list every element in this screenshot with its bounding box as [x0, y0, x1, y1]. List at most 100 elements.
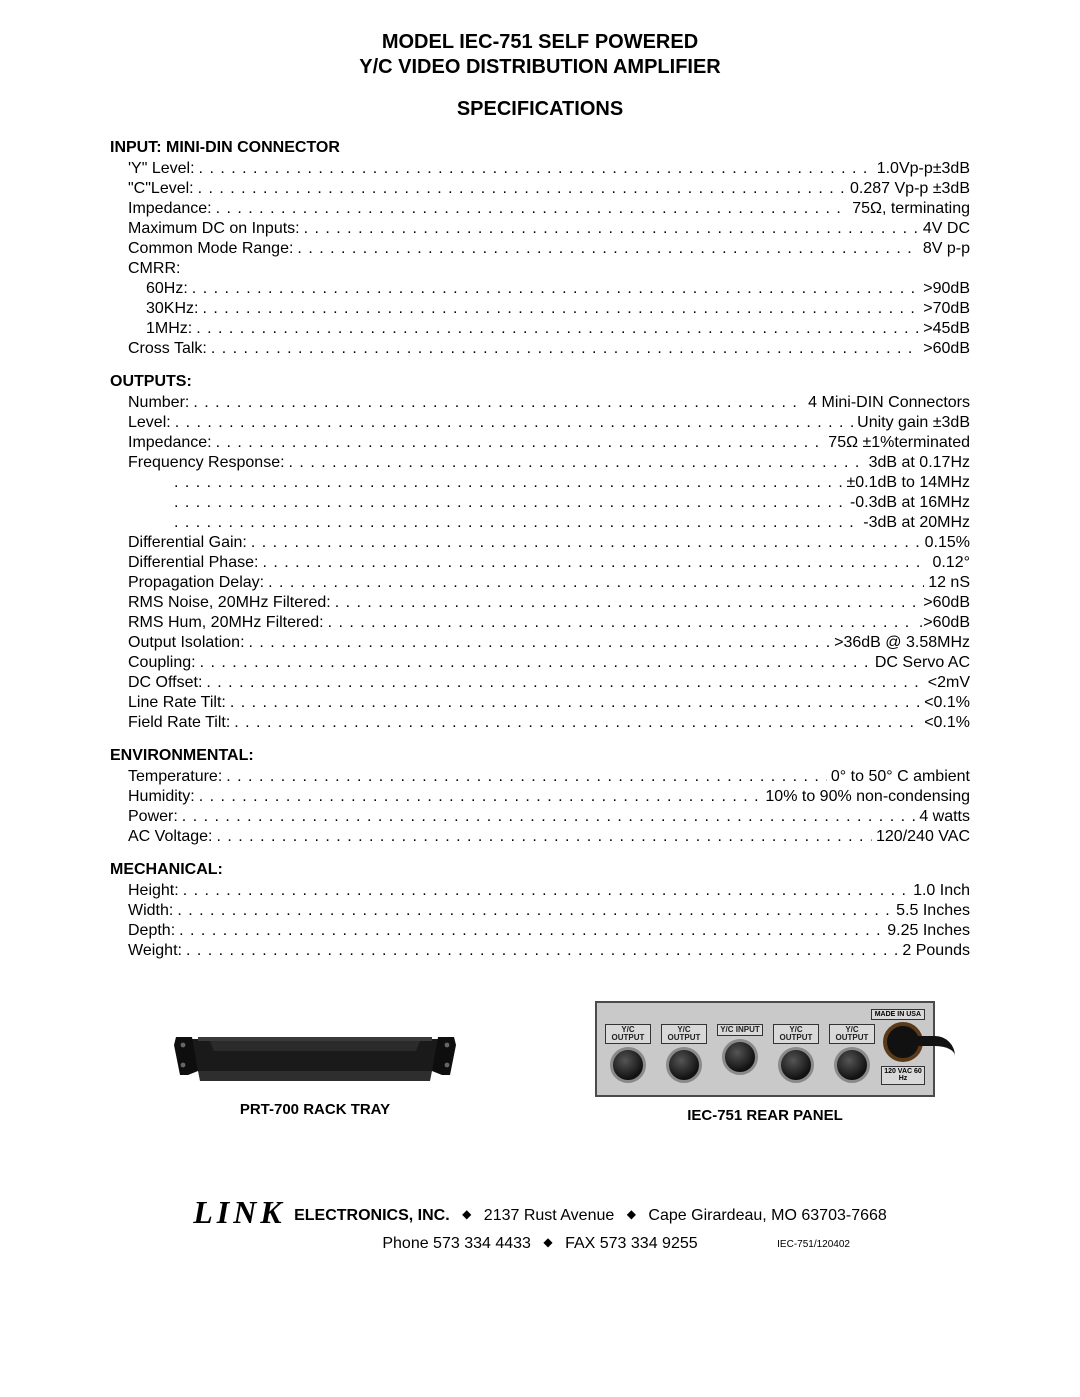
leader-dots	[174, 493, 846, 513]
spec-label: "C"Level:	[128, 179, 194, 199]
leader-dots	[179, 921, 883, 941]
spec-label: RMS Noise, 20MHz Filtered:	[128, 593, 331, 613]
spec-row: Humidity: 10% to 90% non-condensing	[110, 787, 970, 807]
spec-value: -3dB at 20MHz	[863, 513, 970, 533]
leader-dots	[206, 673, 923, 693]
leader-dots	[217, 827, 873, 847]
leader-dots	[200, 653, 871, 673]
leader-dots	[335, 593, 920, 613]
spec-label: RMS Hum, 20MHz Filtered:	[128, 613, 324, 633]
leader-dots	[196, 319, 919, 339]
spec-value: >60dB	[923, 339, 970, 359]
leader-dots	[198, 179, 846, 199]
spec-label: Temperature:	[128, 767, 222, 787]
footer-fax: FAX 573 334 9255	[565, 1235, 698, 1252]
footer-phone: Phone 573 334 4433	[382, 1235, 531, 1252]
spec-label: DC Offset:	[128, 673, 202, 693]
spec-value: DC Servo AC	[875, 653, 970, 673]
spec-row: AC Voltage:120/240 VAC	[110, 827, 970, 847]
leader-dots	[297, 239, 918, 259]
spec-row: Propagation Delay:12 nS	[110, 573, 970, 593]
leader-dots	[216, 199, 849, 219]
footer-docnum: IEC-751/120402	[777, 1239, 850, 1250]
spec-label: Common Mode Range:	[128, 239, 293, 259]
leader-dots	[262, 553, 928, 573]
leader-dots	[226, 767, 827, 787]
spec-value: 8V p-p	[923, 239, 970, 259]
spec-row: RMS Noise, 20MHz Filtered:>60dB	[110, 593, 970, 613]
spec-value: >45dB	[923, 319, 970, 339]
spec-row: Maximum DC on Inputs:4V DC	[110, 219, 970, 239]
spec-label: Humidity:	[128, 787, 195, 807]
rear-panel-port: Y/C OUTPUT	[605, 1024, 651, 1083]
port-label: Y/C OUTPUT	[661, 1024, 707, 1044]
footer-address2: Cape Girardeau, MO 63703-7668	[648, 1207, 886, 1224]
spec-label: Cross Talk:	[128, 339, 207, 359]
spec-row: Differential Phase:0.12°	[110, 553, 970, 573]
mini-din-jack-icon	[834, 1047, 870, 1083]
leader-dots	[174, 473, 842, 493]
leader-dots	[177, 901, 892, 921]
port-label: Y/C INPUT	[717, 1024, 763, 1036]
mini-din-jack-icon	[666, 1047, 702, 1083]
leader-dots	[268, 573, 924, 593]
leader-dots	[186, 941, 898, 961]
spec-row: 'Y" Level:1.0Vp-p±3dB	[110, 159, 970, 179]
leader-dots	[199, 787, 762, 807]
leader-dots	[199, 159, 873, 179]
leader-dots	[234, 713, 920, 733]
section-heading: MECHANICAL:	[110, 861, 970, 879]
spec-label: 60Hz:	[146, 279, 188, 299]
leader-dots	[328, 613, 915, 633]
spec-value: >36dB @ 3.58MHz	[834, 633, 970, 653]
spec-value: .>60dB	[919, 613, 970, 633]
spec-row: Power:4 watts	[110, 807, 970, 827]
spec-value: 1.0Vp-p±3dB	[877, 159, 970, 179]
spec-row: Output Isolation:>36dB @ 3.58MHz	[110, 633, 970, 653]
port-label: Y/C OUTPUT	[773, 1024, 819, 1044]
leader-dots	[251, 533, 921, 553]
made-in-usa-label: MADE IN USA	[871, 1009, 925, 1020]
rack-tray-image	[170, 1011, 460, 1091]
spec-row: 30KHz:>70dB	[110, 299, 970, 319]
leader-dots	[230, 693, 920, 713]
spec-row: 1MHz:>45dB	[110, 319, 970, 339]
spec-value: ±0.1dB to 14MHz	[846, 473, 970, 493]
leader-dots	[183, 881, 909, 901]
port-label: Y/C OUTPUT	[605, 1024, 651, 1044]
spec-label: Field Rate Tilt:	[128, 713, 230, 733]
spec-label: Frequency Response:	[128, 453, 285, 473]
footer-address1: 2137 Rust Avenue	[484, 1207, 614, 1224]
leader-dots	[193, 393, 804, 413]
spec-value: 75Ω ±1%terminated	[828, 433, 970, 453]
spec-row: Width:5.5 Inches	[110, 901, 970, 921]
spec-value: 10% to 90% non-condensing	[765, 787, 970, 807]
mini-din-jack-icon	[778, 1047, 814, 1083]
rear-panel-port: Y/C OUTPUT	[661, 1024, 707, 1083]
spec-label: Maximum DC on Inputs:	[128, 219, 300, 239]
rear-panel-caption: IEC-751 REAR PANEL	[560, 1107, 970, 1124]
spec-row: DC Offset:<2mV	[110, 673, 970, 693]
spec-value: 4 watts	[919, 807, 970, 827]
spec-label: Width:	[128, 901, 173, 921]
spec-row: Number:4 Mini-DIN Connectors	[110, 393, 970, 413]
specs-heading: SPECIFICATIONS	[110, 98, 970, 121]
spec-label: Line Rate Tilt:	[128, 693, 226, 713]
spec-row: RMS Hum, 20MHz Filtered: .>60dB	[110, 613, 970, 633]
leader-dots	[289, 453, 865, 473]
rear-panel-port: Y/C INPUT	[717, 1024, 763, 1075]
spec-label: Propagation Delay:	[128, 573, 264, 593]
port-label: Y/C OUTPUT	[829, 1024, 875, 1044]
spec-label: AC Voltage:	[128, 827, 213, 847]
rear-panel-port: Y/C OUTPUT	[773, 1024, 819, 1083]
spec-label: Impedance:	[128, 433, 212, 453]
footer-company: ELECTRONICS, INC.	[294, 1207, 450, 1224]
spec-value: <0.1%	[924, 713, 970, 733]
spec-value: Unity gain ±3dB	[857, 413, 970, 433]
spec-row: Impedance:75Ω, terminating	[110, 199, 970, 219]
spec-row: -0.3dB at 16MHz	[110, 493, 970, 513]
spec-value: <0.1%	[924, 693, 970, 713]
section-heading: ENVIRONMENTAL:	[110, 747, 970, 765]
spec-value: 0.12°	[932, 553, 970, 573]
spec-row: Differential Gain:0.15%	[110, 533, 970, 553]
